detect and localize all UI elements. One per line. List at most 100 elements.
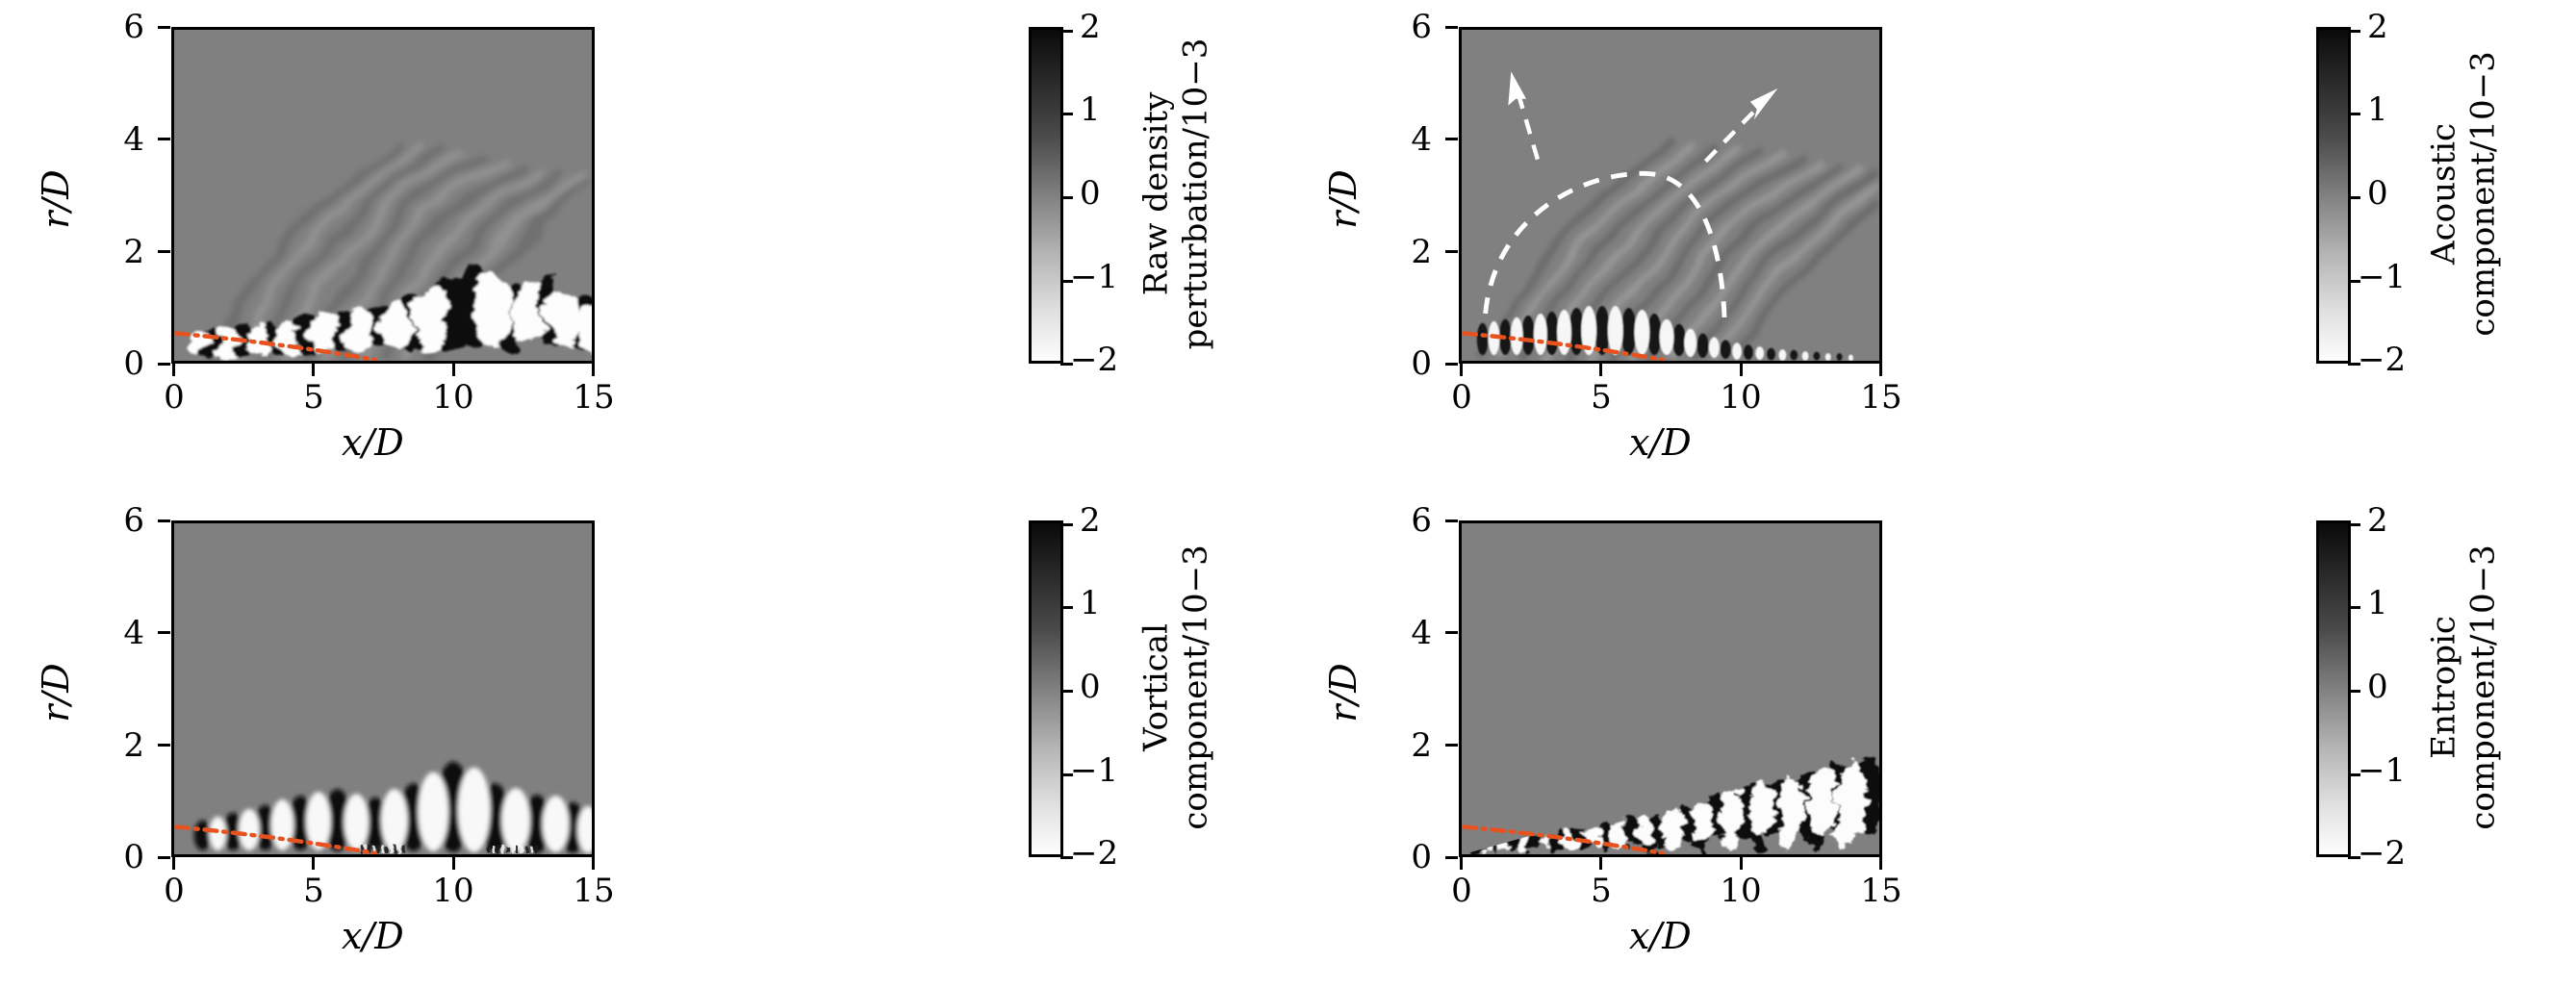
axes-vortical — [171, 520, 595, 857]
xtick-label-5: 5 — [303, 872, 324, 910]
ytick-2 — [1445, 250, 1458, 253]
cbtick-0 — [2348, 196, 2360, 199]
cbtick-label-m2: −2 — [1070, 341, 1119, 379]
ytick-0 — [1445, 855, 1458, 859]
xtick-5 — [312, 364, 315, 376]
x-axis-label: x/D — [1629, 915, 1692, 957]
ytick-2 — [158, 250, 170, 253]
axes-acoustic — [1459, 27, 1882, 364]
cbtick-label-1: 1 — [2367, 584, 2388, 622]
xtick-0 — [1460, 857, 1463, 870]
xtick-10 — [1740, 857, 1743, 870]
cbtick-0 — [1060, 196, 1073, 199]
ytick-label-6: 6 — [1411, 8, 1432, 46]
ytick-label-0: 0 — [1411, 838, 1432, 876]
colorbar-label-line-2: component/10−3 — [1177, 545, 1215, 830]
ytick-4 — [1445, 138, 1458, 140]
panel-raw-density: 0 2 4 6 r/D 0 5 10 15 x/D 2 1 0 −1 −2 Ra… — [0, 0, 1289, 494]
cbtick-label-2: 2 — [1080, 501, 1101, 540]
ytick-label-2: 2 — [1411, 232, 1432, 271]
colorbar-vortical — [1029, 520, 1073, 859]
ytick-2 — [158, 744, 170, 747]
xtick-15 — [592, 857, 595, 870]
cbtick-m1 — [2348, 280, 2360, 283]
cbtick-m2 — [2348, 856, 2360, 859]
colorbar-label-line-1: Vortical — [1136, 623, 1176, 751]
colorbar-label-line-2: component/10−3 — [2464, 545, 2503, 830]
cbtick-m2 — [1060, 856, 1073, 859]
colorbar-label-line-2: perturbation/10−3 — [1177, 38, 1215, 350]
ytick-label-6: 6 — [123, 8, 144, 46]
cbtick-label-2: 2 — [2367, 8, 2388, 46]
colorbar-raw-density — [1029, 27, 1073, 366]
potential-core-line — [174, 331, 378, 361]
ytick-label-2: 2 — [1411, 725, 1432, 765]
cbtick-1 — [2348, 113, 2360, 115]
colorbar-label-vortical: Vortical component/10−3 — [1137, 490, 1217, 884]
xtick-10 — [1740, 364, 1743, 376]
field-entropic — [1462, 523, 1879, 854]
cbtick-1 — [1060, 113, 1073, 115]
ytick-0 — [158, 855, 170, 859]
cbtick-m2 — [1060, 363, 1073, 366]
cbtick-0 — [2348, 690, 2360, 693]
hydrodynamic-region-arc — [1483, 170, 1727, 323]
xtick-label-0: 0 — [1451, 378, 1472, 417]
xtick-label-10: 10 — [432, 378, 474, 417]
ytick-label-0: 0 — [123, 838, 144, 876]
cbtick-label-1: 1 — [2367, 90, 2388, 129]
ytick-4 — [158, 138, 170, 140]
ytick-label-4: 4 — [1411, 613, 1432, 652]
xtick-label-15: 15 — [573, 378, 615, 417]
cbtick-label-m1: −1 — [1070, 258, 1119, 296]
xtick-label-15: 15 — [573, 872, 615, 910]
ytick-label-6: 6 — [1411, 501, 1432, 540]
colorbar-label-line-1: Entropic — [2424, 616, 2463, 759]
cbtick-m1 — [1060, 773, 1073, 776]
ytick-6 — [1445, 25, 1458, 29]
ytick-label-0: 0 — [123, 344, 144, 383]
x-axis-label: x/D — [342, 915, 404, 957]
xtick-label-5: 5 — [1591, 872, 1612, 910]
xtick-0 — [172, 364, 175, 376]
colorbar-entropic — [2316, 520, 2360, 859]
colorbar-label-entropic: Entropic component/10−3 — [2425, 490, 2505, 884]
x-axis-label: x/D — [342, 421, 404, 464]
cbtick-2 — [2348, 30, 2360, 33]
xtick-10 — [452, 364, 455, 376]
ytick-2 — [1445, 744, 1458, 747]
cbtick-m2 — [2348, 363, 2360, 366]
ytick-label-4: 4 — [123, 613, 144, 652]
radiation-arrow-left — [1508, 71, 1541, 161]
ytick-4 — [158, 631, 170, 634]
cbtick-m1 — [2348, 773, 2360, 776]
colorbar-label-acoustic: Acoustic component/10−3 — [2425, 0, 2505, 391]
xtick-15 — [1879, 364, 1882, 376]
cbtick-label-0: 0 — [1080, 174, 1101, 213]
ytick-0 — [158, 362, 170, 366]
xtick-label-5: 5 — [1591, 378, 1612, 417]
x-axis-label: x/D — [1629, 421, 1692, 464]
xtick-5 — [1599, 857, 1602, 870]
xtick-0 — [172, 857, 175, 870]
cbtick-label-0: 0 — [2367, 668, 2388, 706]
xtick-label-15: 15 — [1860, 378, 1902, 417]
panel-vortical: 0 2 4 6 r/D 0 5 10 15 x/D 2 1 0 −1 −2 Vo… — [0, 494, 1289, 988]
cbtick-label-1: 1 — [1080, 90, 1101, 129]
cbtick-1 — [1060, 606, 1073, 609]
colorbar-label-line-1: Raw density — [1136, 91, 1176, 296]
xtick-label-10: 10 — [1720, 872, 1762, 910]
ytick-6 — [1445, 519, 1458, 522]
cbtick-label-0: 0 — [1080, 668, 1101, 706]
field-acoustic — [1462, 30, 1879, 361]
axes-entropic — [1459, 520, 1882, 857]
ytick-label-6: 6 — [123, 501, 144, 540]
cbtick-label-m1: −1 — [2358, 258, 2407, 296]
field-vortical — [174, 523, 592, 854]
xtick-label-10: 10 — [432, 872, 474, 910]
cbtick-m1 — [1060, 280, 1073, 283]
ytick-6 — [158, 25, 170, 29]
radiation-arrow-right — [1703, 88, 1778, 164]
potential-core-line — [1462, 331, 1666, 361]
